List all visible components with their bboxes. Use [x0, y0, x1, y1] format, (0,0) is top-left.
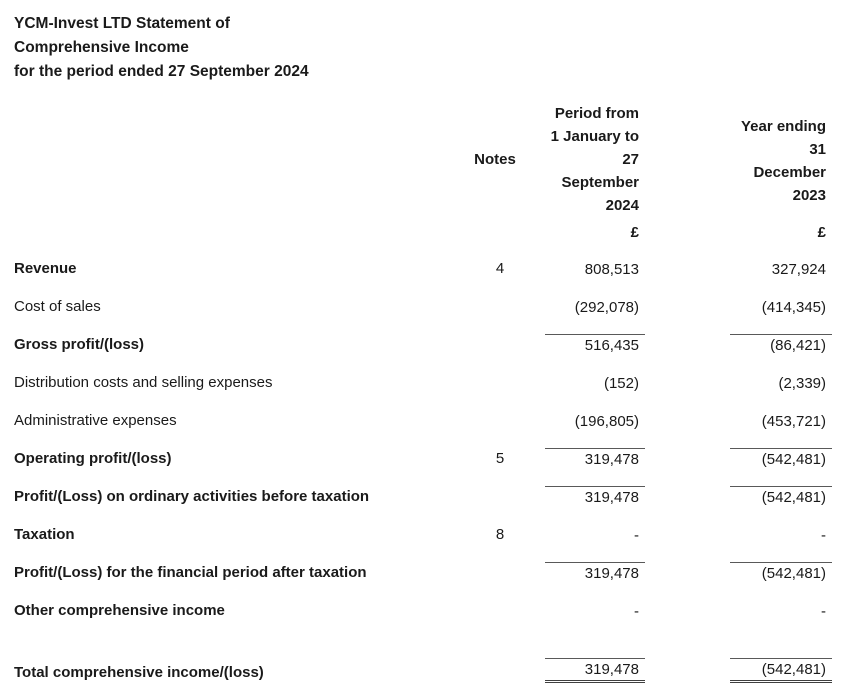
currency-row: £ £: [14, 217, 832, 241]
value-2024: -: [634, 527, 639, 544]
row-label: Profit/(Loss) for the financial period a…: [14, 564, 367, 581]
note-reference: [470, 505, 520, 507]
note-reference: [470, 681, 520, 683]
row-label: Cost of sales: [14, 298, 101, 315]
note-reference: [470, 315, 520, 317]
notes-column-header: Notes: [474, 151, 516, 168]
row-label: Revenue: [14, 260, 77, 277]
value-2023: (86,421): [730, 334, 832, 355]
row-label: Profit/(Loss) on ordinary activities bef…: [14, 488, 370, 505]
currency-symbol-2024: £: [630, 224, 639, 241]
value-2024: 319,478: [545, 658, 645, 683]
row-other-comprehensive-income: Other comprehensive income - -: [14, 583, 832, 621]
value-2024: 319,478: [545, 448, 645, 469]
note-reference: [470, 353, 520, 355]
row-label: Taxation: [14, 526, 75, 543]
row-taxation: Taxation 8 - -: [14, 507, 832, 545]
row-cost-of-sales: Cost of sales (292,078) (414,345): [14, 279, 832, 317]
value-2023: (414,345): [761, 299, 826, 316]
row-gross-profit: Gross profit/(loss) 516,435 (86,421): [14, 317, 832, 355]
row-label: Distribution costs and selling expenses: [14, 374, 273, 391]
value-2023: -: [821, 527, 826, 544]
note-reference: [470, 581, 520, 583]
row-distribution-costs: Distribution costs and selling expenses …: [14, 355, 832, 393]
row-profit-after-taxation: Profit/(Loss) for the financial period a…: [14, 545, 832, 583]
value-2024: -: [634, 603, 639, 620]
row-profit-before-taxation: Profit/(Loss) on ordinary activities bef…: [14, 469, 832, 507]
value-2024: (196,805): [574, 413, 639, 430]
value-2023: (542,481): [730, 448, 832, 469]
row-operating-profit: Operating profit/(loss) 5 319,478 (542,4…: [14, 431, 832, 469]
value-2023: (542,481): [730, 658, 832, 683]
row-label: Gross profit/(loss): [14, 336, 145, 353]
value-2023: -: [821, 603, 826, 620]
value-2024: 808,513: [584, 261, 639, 278]
row-revenue: Revenue 4 808,513 327,924: [14, 241, 832, 279]
period-2024-column-header: Period from 1 January to 27 September 20…: [550, 105, 639, 214]
value-2024: (152): [603, 375, 639, 392]
year-2023-column-header: Year ending 31 December 2023: [740, 118, 826, 204]
row-label: Other comprehensive income: [14, 602, 225, 619]
row-label: Total comprehensive income/(loss): [14, 664, 264, 681]
value-2024: 516,435: [545, 334, 645, 355]
row-label: Operating profit/(loss): [14, 450, 172, 467]
value-2023: (542,481): [730, 562, 832, 583]
note-reference: 5: [495, 450, 505, 467]
currency-symbol-2023: £: [817, 224, 826, 241]
note-reference: 4: [495, 260, 505, 277]
table-header: Notes Period from 1 January to 27 Septem…: [14, 102, 832, 217]
value-2023: (453,721): [761, 413, 826, 430]
note-reference: [470, 619, 520, 621]
spacer-row: [14, 621, 832, 645]
note-reference: [470, 429, 520, 431]
value-2024: (292,078): [574, 299, 639, 316]
row-label: Administrative expenses: [14, 412, 177, 429]
value-2023: (542,481): [730, 486, 832, 507]
value-2023: 327,924: [771, 261, 826, 278]
note-reference: 8: [495, 526, 505, 543]
value-2024: 319,478: [545, 486, 645, 507]
value-2024: 319,478: [545, 562, 645, 583]
document-title: YCM-Invest LTD Statement of Comprehensiv…: [14, 15, 309, 80]
note-reference: [470, 391, 520, 393]
row-administrative-expenses: Administrative expenses (196,805) (453,7…: [14, 393, 832, 431]
value-2023: (2,339): [778, 375, 826, 392]
row-total-comprehensive-income: Total comprehensive income/(loss) 319,47…: [14, 645, 832, 683]
